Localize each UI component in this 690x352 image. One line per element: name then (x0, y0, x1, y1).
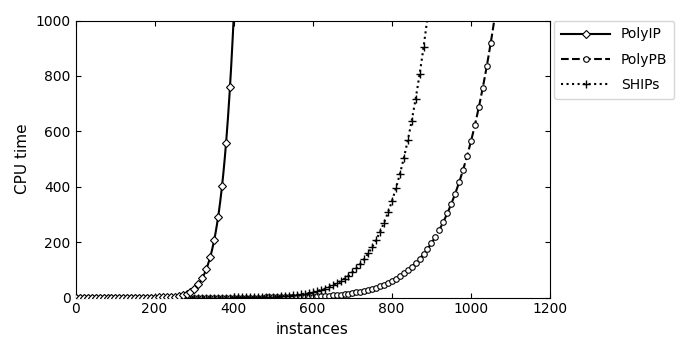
PolyIP (321, 18, 329, 23)
SHIPs (423, 18, 431, 23)
PolyIP (135, 295, 143, 300)
Line: SHIPs: SHIPs (72, 16, 553, 302)
PolyPB (321, 294, 329, 298)
PolyIP (545, 18, 553, 23)
SHIPs (152, 295, 160, 300)
PolyPB (72, 295, 80, 300)
PolyIP (152, 295, 160, 300)
PolyPB (331, 293, 339, 297)
X-axis label: instances: instances (276, 322, 349, 337)
PolyIP (229, 18, 237, 23)
Y-axis label: CPU time: CPU time (15, 124, 30, 194)
PolyPB (152, 295, 160, 300)
SHIPs (135, 295, 143, 300)
PolyPB (231, 295, 239, 300)
SHIPs (321, 287, 329, 291)
PolyPB (545, 18, 553, 23)
Legend: PolyIP, PolyPB, SHIPs: PolyIP, PolyPB, SHIPs (554, 20, 674, 99)
PolyIP (331, 18, 339, 23)
Line: PolyIP: PolyIP (73, 18, 552, 300)
PolyIP (277, 18, 286, 23)
PolyPB (490, 18, 498, 23)
SHIPs (545, 18, 553, 23)
SHIPs (231, 295, 239, 300)
SHIPs (331, 282, 339, 287)
PolyIP (72, 295, 80, 300)
Line: PolyPB: PolyPB (73, 18, 552, 300)
PolyIP (232, 18, 240, 23)
SHIPs (72, 295, 80, 300)
SHIPs (277, 294, 286, 298)
PolyPB (277, 295, 286, 300)
PolyPB (135, 295, 143, 300)
